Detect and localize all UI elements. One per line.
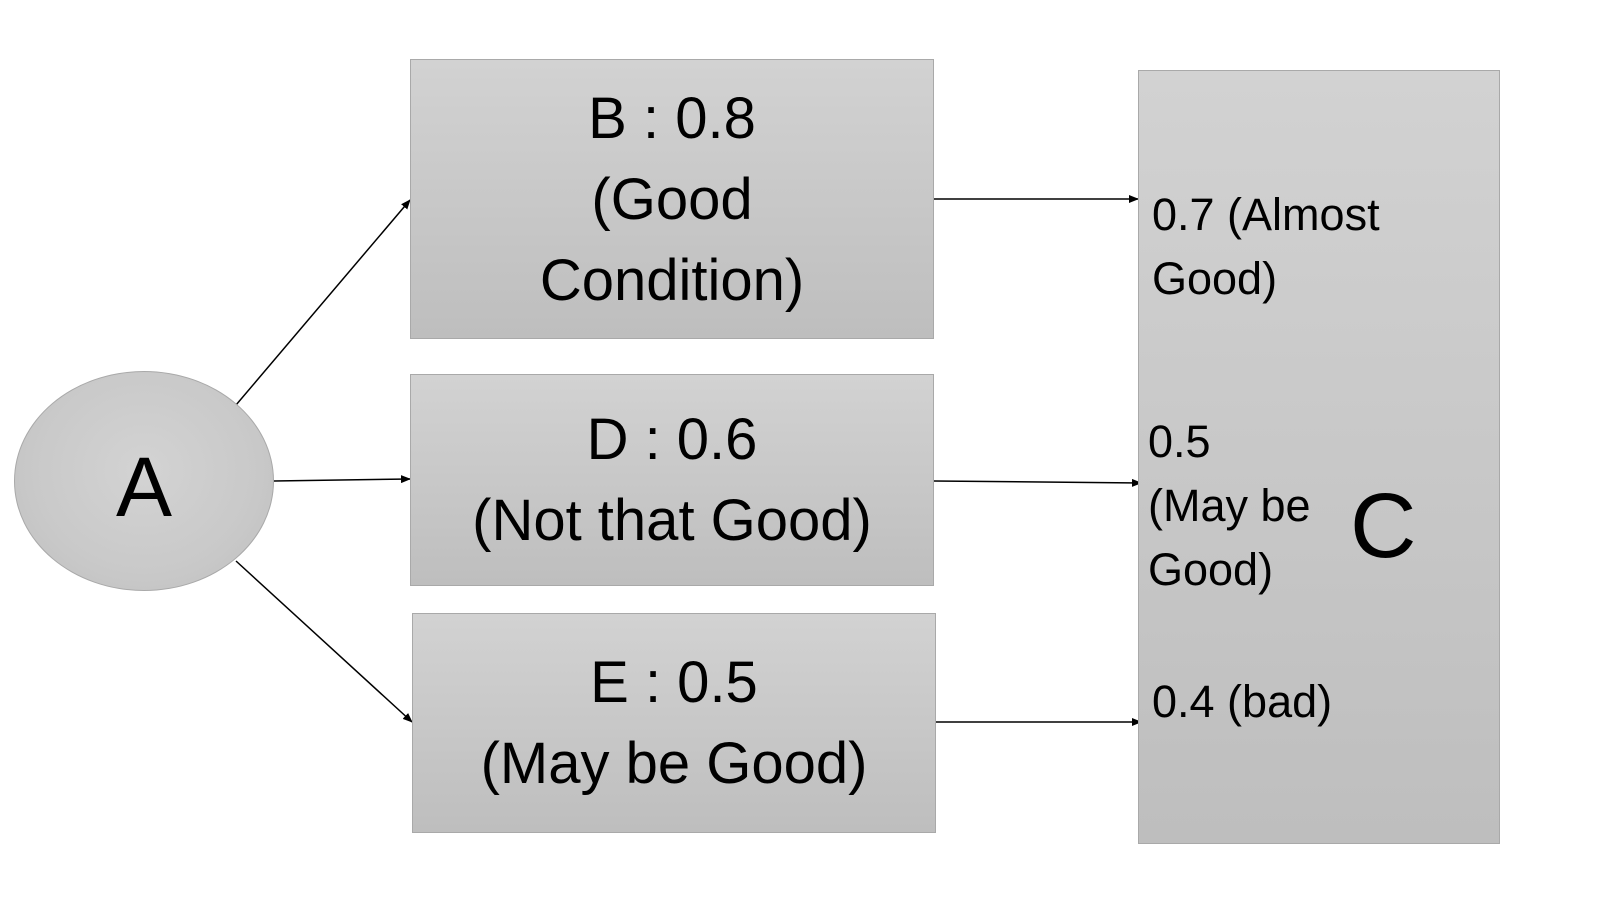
node-b-text: B : 0.8 (Good Condition) (540, 78, 804, 321)
c-outcome-from-d-line-2: (May be (1148, 480, 1311, 531)
node-b-line-3: Condition) (539, 247, 805, 313)
node-b-line-2: (Good (591, 166, 753, 232)
node-a: A (14, 371, 274, 591)
node-e-line-1: E : 0.5 (590, 650, 758, 715)
c-outcome-from-e: 0.4 (bad) (1152, 670, 1332, 734)
node-d-line-2: (Not that Good) (472, 488, 872, 553)
node-d: D : 0.6 (Not that Good) (410, 374, 934, 586)
edge-a-to-e (235, 560, 413, 723)
node-a-label: A (115, 440, 173, 534)
edge-a-to-b (235, 199, 411, 406)
node-e: E : 0.5 (May be Good) (412, 613, 936, 833)
node-e-line-2: (May be Good) (480, 731, 868, 796)
c-outcome-from-d: 0.5 (May be Good) (1148, 410, 1311, 602)
c-outcome-from-b-line-1: 0.7 (Almost (1152, 189, 1380, 240)
node-e-text: E : 0.5 (May be Good) (481, 642, 868, 804)
node-c (1138, 70, 1500, 844)
c-outcome-from-b: 0.7 (Almost Good) (1152, 183, 1380, 311)
node-b-line-1: B : 0.8 (588, 85, 756, 151)
node-d-text: D : 0.6 (Not that Good) (472, 399, 872, 561)
c-outcome-from-b-line-2: Good) (1152, 253, 1278, 304)
edge-a-to-d (273, 475, 411, 484)
node-c-label: C (1350, 475, 1417, 577)
c-outcome-from-d-line-1: 0.5 (1148, 416, 1211, 467)
c-outcome-from-d-line-3: Good) (1148, 544, 1274, 595)
node-d-line-1: D : 0.6 (586, 407, 758, 472)
c-outcome-from-e-line-1: 0.4 (bad) (1152, 676, 1333, 727)
node-b: B : 0.8 (Good Condition) (410, 59, 934, 339)
edge-d-to-c (933, 478, 1142, 487)
